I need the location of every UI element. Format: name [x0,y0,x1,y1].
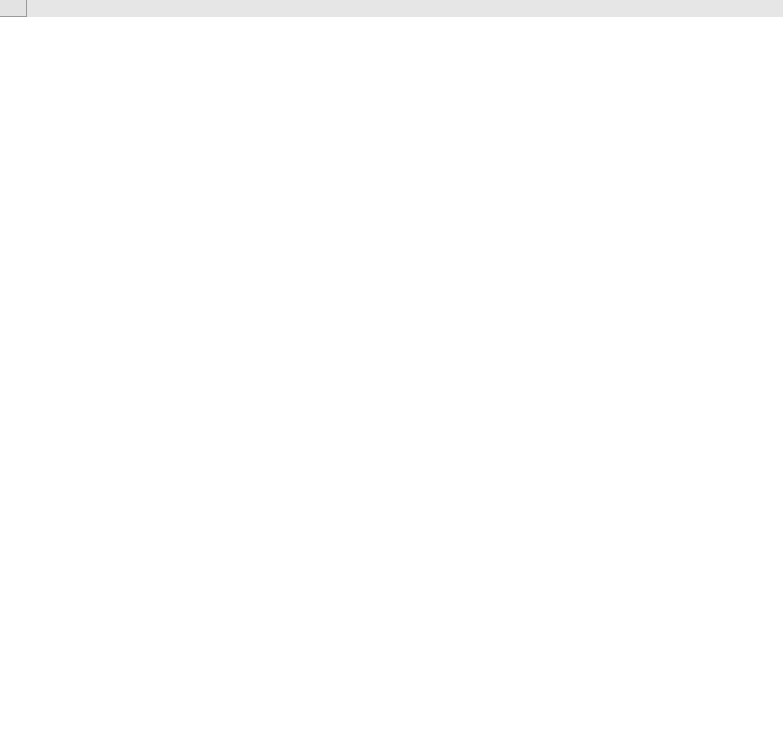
spreadsheet-app [0,0,783,750]
select-all-corner[interactable] [0,0,27,17]
column-header-row [0,0,783,17]
